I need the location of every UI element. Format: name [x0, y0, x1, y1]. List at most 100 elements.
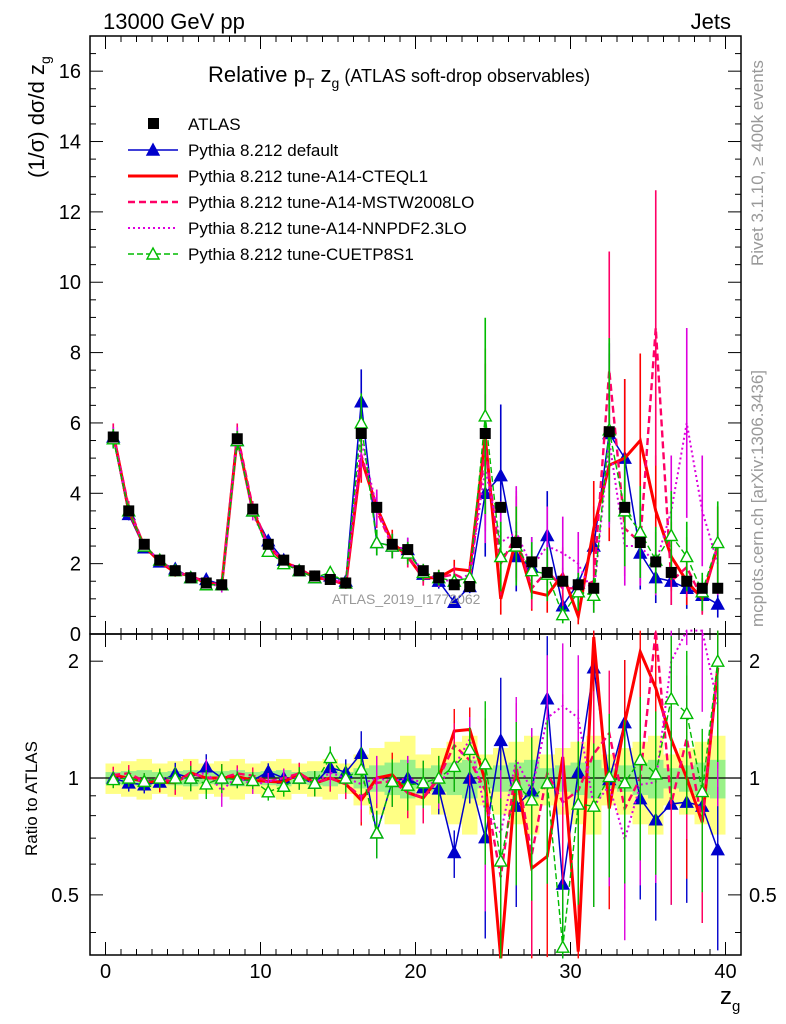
series-point [586, 587, 601, 602]
ratio-point [571, 796, 586, 810]
ratio-point [152, 770, 167, 784]
atlas-point [510, 537, 522, 549]
ratio-tick-label-right: 2 [749, 651, 760, 673]
atlas-point [479, 427, 491, 439]
mcplots-label: mcplots.cern.ch [arXiv:1306.3436] [748, 370, 767, 627]
ratio-point [540, 775, 555, 789]
atlas-point [262, 538, 274, 550]
ratio-series [106, 629, 725, 959]
ratio-point [586, 798, 601, 812]
x-tick-label: 20 [404, 961, 426, 983]
x-tick-label: 30 [559, 961, 581, 983]
ratio-point [478, 756, 493, 770]
atlas-point [712, 582, 724, 594]
atlas-point [107, 431, 119, 443]
ratio-point [431, 770, 446, 784]
x-label-sub: g [732, 998, 740, 1015]
series-point [354, 415, 369, 429]
title-prefix: Relative p [208, 62, 306, 87]
atlas-point [619, 501, 631, 513]
ratio-point [385, 773, 400, 788]
ratio-point [648, 766, 663, 780]
x-axis-label: zg [720, 983, 740, 1015]
ratio-series-line [113, 661, 719, 948]
y-axis-label-ratio: Ratio to ATLAS [22, 741, 41, 856]
ratio-point [664, 691, 679, 705]
ratio-point [633, 752, 648, 766]
ratio-point [524, 792, 539, 806]
atlas-point [464, 581, 476, 593]
atlas-point [665, 566, 677, 578]
ratio-point [617, 775, 632, 789]
legend-marker [145, 142, 161, 156]
ratio-point [106, 772, 121, 786]
ratio-point [292, 770, 307, 784]
rivet-version-label: Rivet 3.1.10, ≥ 400k events [748, 60, 767, 266]
ratio-series-line [113, 630, 719, 878]
ratio-point [695, 784, 710, 798]
x-label-text: z [720, 983, 732, 1010]
atlas-point [557, 575, 569, 587]
atlas-point [216, 579, 228, 591]
y-tick-label: 2 [70, 554, 81, 576]
series-point [524, 563, 539, 577]
y-label-main-sub: g [37, 56, 53, 64]
ratio-point [354, 761, 369, 776]
title-sub2: g [332, 75, 340, 91]
series-point [447, 594, 462, 609]
atlas-point [355, 427, 367, 439]
atlas-point [154, 554, 166, 566]
ratio-point [400, 777, 415, 791]
series-point [555, 607, 570, 621]
plot-title: Relative pT zg (ATLAS soft-drop observab… [208, 62, 590, 91]
ratio-point [276, 778, 291, 792]
atlas-point [371, 501, 383, 513]
y-tick-label: 0 [70, 624, 81, 646]
atlas-point [309, 570, 321, 582]
series-point [261, 543, 276, 558]
ratio-point [261, 784, 276, 798]
header-right: Jets [691, 9, 731, 34]
legend-label: Pythia 8.212 tune-A14-CTEQL1 [188, 167, 428, 186]
atlas-point [185, 572, 197, 584]
title-mid: z [314, 62, 331, 87]
atlas-point [231, 433, 243, 445]
series-line [112, 327, 719, 603]
ratio-point [168, 770, 183, 784]
y-tick-label: 4 [70, 483, 81, 505]
y-tick-label: 14 [59, 132, 81, 154]
series-point [493, 549, 508, 563]
atlas-point [588, 582, 600, 594]
atlas-point [200, 577, 212, 589]
ratio-point [447, 845, 462, 859]
header-left: 13000 GeV pp [103, 9, 245, 34]
legend-label: Pythia 8.212 tune-CUETP8S1 [188, 245, 414, 264]
series-point [633, 524, 648, 538]
y-label-main-text: (1/σ) dσ/d z [24, 64, 49, 178]
ratio-point [323, 750, 338, 764]
atlas-point [433, 572, 445, 584]
ratio-tick-label-right: 0.5 [749, 885, 777, 907]
ratio-point [462, 741, 477, 756]
atlas-point [278, 554, 290, 566]
ratio-point [121, 770, 136, 784]
x-tick-label: 40 [714, 961, 736, 983]
ratio-uncertainty-bands [90, 735, 741, 835]
atlas-point [526, 556, 538, 568]
atlas-point [324, 573, 336, 585]
ratio-point [307, 775, 322, 789]
series-point [679, 549, 694, 563]
ratio-point [183, 770, 198, 784]
atlas-point [247, 503, 259, 515]
title-suffix: (ATLAS soft-drop observables) [339, 66, 590, 86]
ratio-series-line [113, 667, 719, 885]
y-tick-label: 8 [70, 343, 81, 365]
y-axis-label-main: (1/σ) dσ/d zg [24, 56, 53, 178]
atlas-point [634, 537, 646, 549]
ratio-point [447, 758, 462, 773]
legend-marker-atlas [148, 118, 159, 129]
series-point [369, 535, 384, 549]
atlas-point [541, 566, 553, 578]
series-point [664, 528, 679, 542]
